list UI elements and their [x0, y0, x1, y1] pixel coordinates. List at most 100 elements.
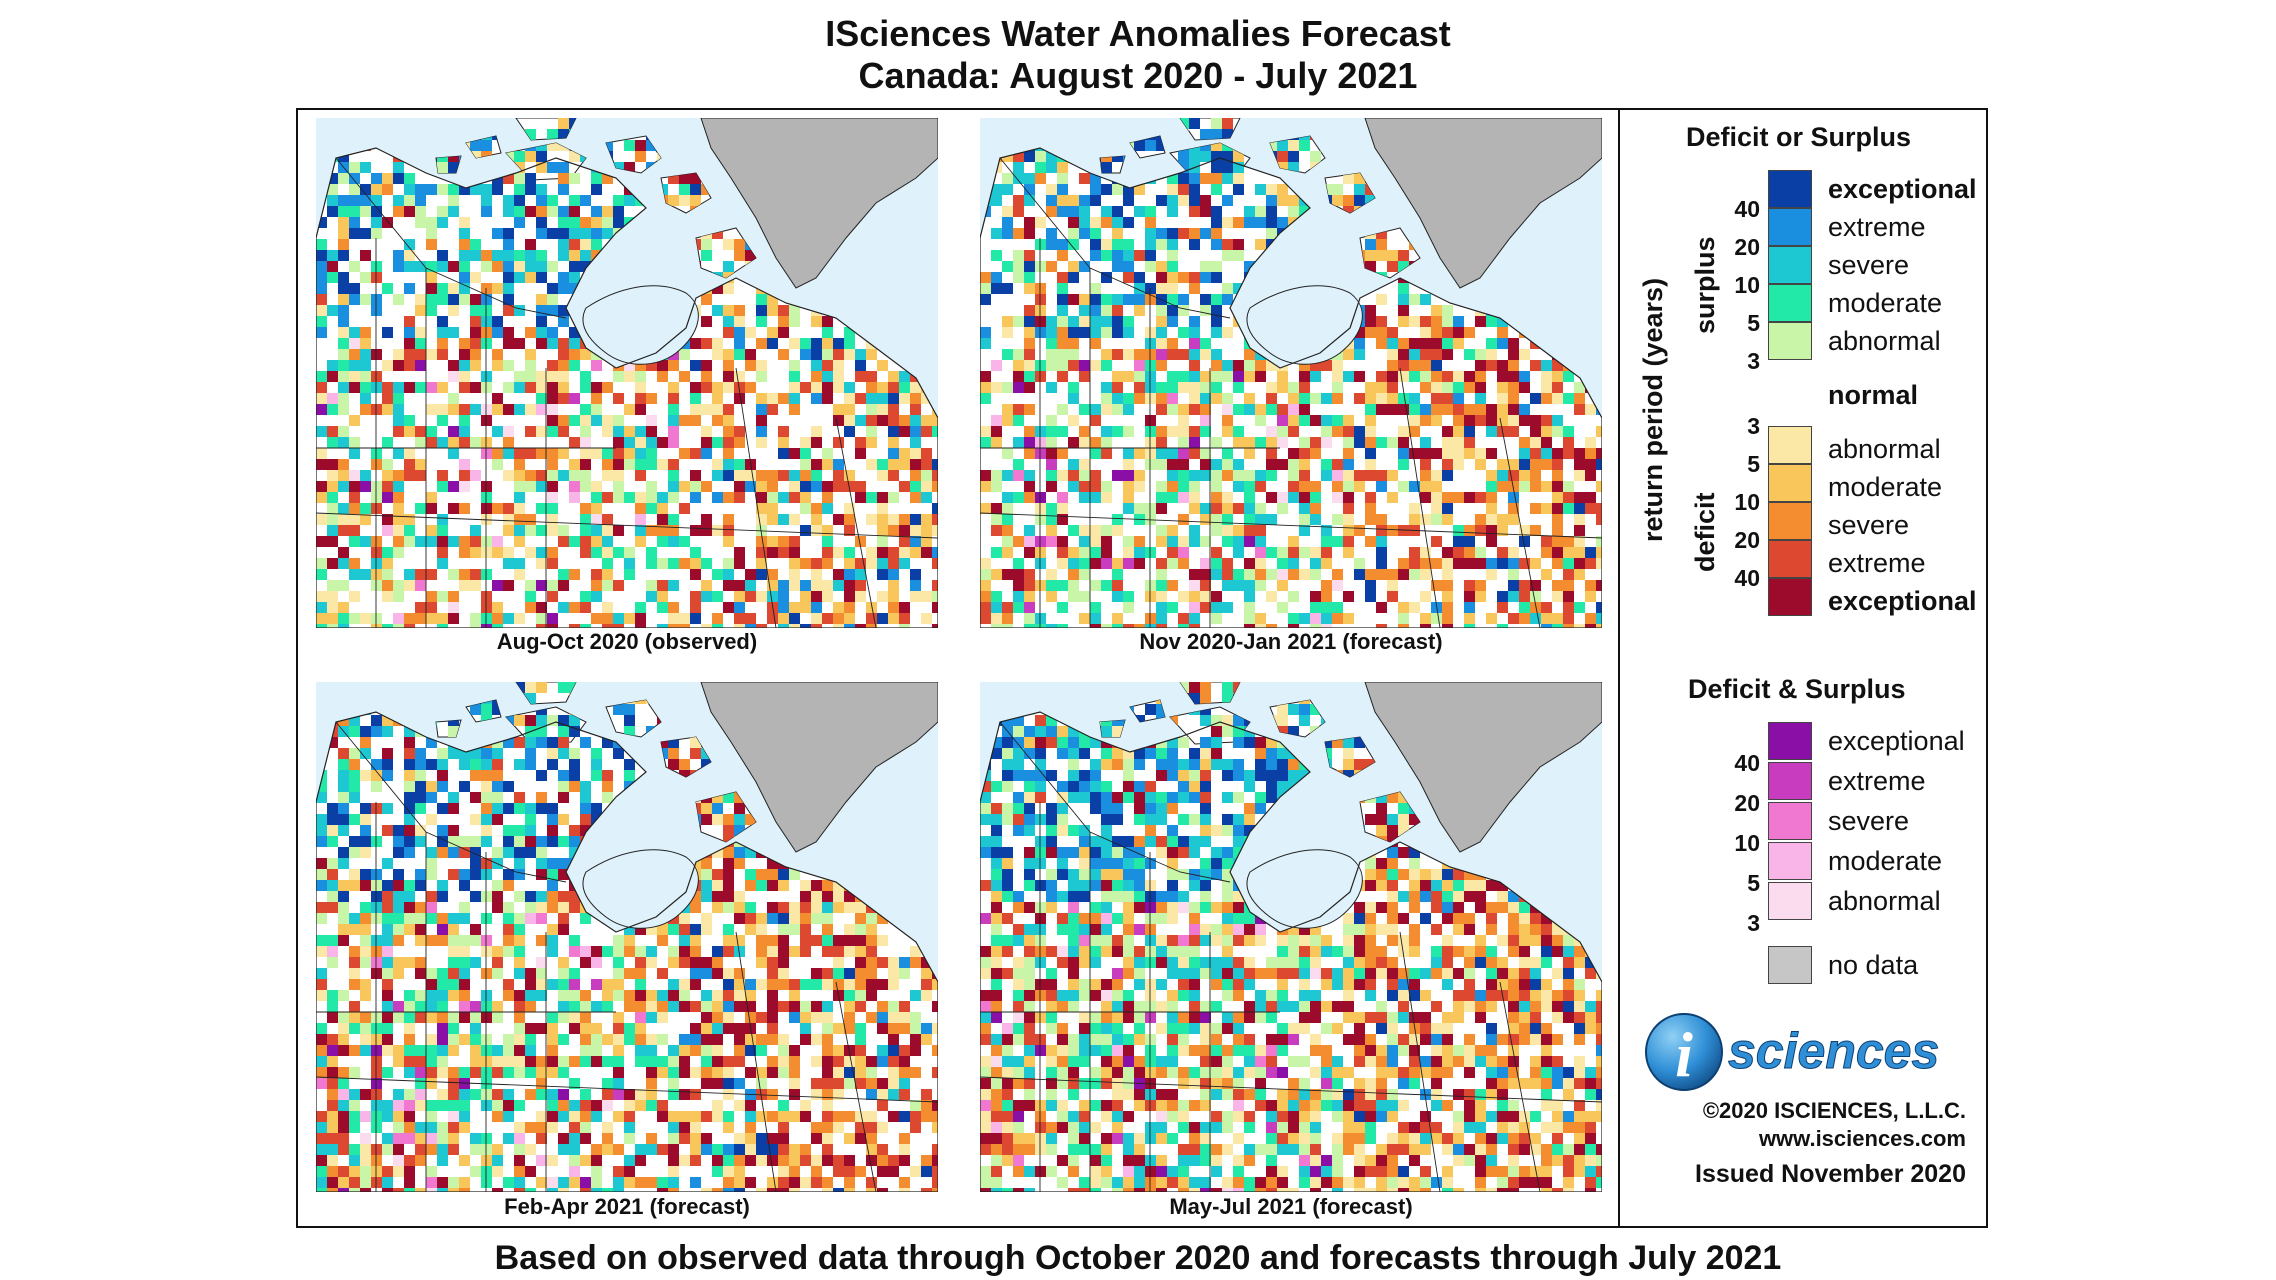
anomaly-cell — [1277, 217, 1288, 228]
anomaly-cell — [404, 770, 415, 781]
anomaly-cell — [360, 294, 371, 305]
anomaly-cell — [734, 913, 745, 924]
anomaly-cell — [316, 569, 327, 580]
anomaly-cell — [1530, 481, 1541, 492]
anomaly-cell — [316, 624, 327, 628]
anomaly-cell — [591, 1100, 602, 1111]
anomaly-cell — [1035, 613, 1046, 624]
anomaly-cell — [1057, 492, 1068, 503]
anomaly-cell — [1013, 162, 1024, 173]
anomaly-cell — [1486, 492, 1497, 503]
anomaly-cell — [1178, 613, 1189, 624]
anomaly-cell — [569, 239, 580, 250]
anomaly-cell — [668, 382, 679, 393]
anomaly-cell — [877, 503, 888, 514]
anomaly-cell — [1398, 294, 1409, 305]
anomaly-cell — [448, 294, 459, 305]
anomaly-cell — [1101, 217, 1112, 228]
anomaly-cell — [1277, 602, 1288, 613]
anomaly-cell — [1299, 569, 1310, 580]
anomaly-cell — [360, 913, 371, 924]
anomaly-cell — [1585, 470, 1596, 481]
anomaly-cell — [800, 935, 811, 946]
anomaly-cell — [1057, 503, 1068, 514]
anomaly-cell — [569, 847, 580, 858]
anomaly-cell — [1563, 503, 1574, 514]
anomaly-cell — [833, 437, 844, 448]
anomaly-cell — [1200, 272, 1211, 283]
anomaly-cell — [646, 492, 657, 503]
anomaly-cell — [558, 569, 569, 580]
anomaly-cell — [481, 1067, 492, 1078]
anomaly-cell — [569, 770, 580, 781]
anomaly-cell — [1574, 558, 1585, 569]
anomaly-cell — [1541, 602, 1552, 613]
anomaly-cell — [1046, 514, 1057, 525]
anomaly-cell — [404, 459, 415, 470]
anomaly-cell — [1211, 459, 1222, 470]
anomaly-cell — [360, 393, 371, 404]
anomaly-cell — [1002, 514, 1013, 525]
anomaly-cell — [1321, 558, 1332, 569]
anomaly-cell — [470, 536, 481, 547]
anomaly-cell — [833, 382, 844, 393]
anomaly-cell — [459, 847, 470, 858]
anomaly-cell — [822, 979, 833, 990]
anomaly-cell — [514, 382, 525, 393]
anomaly-cell — [1354, 184, 1365, 195]
anomaly-cell — [371, 968, 382, 979]
anomaly-cell — [591, 1056, 602, 1067]
anomaly-cell — [1596, 547, 1602, 558]
anomaly-cell — [657, 514, 668, 525]
anomaly-cell — [734, 558, 745, 569]
anomaly-cell — [991, 503, 1002, 514]
anomaly-cell — [646, 990, 657, 1001]
anomaly-cell — [635, 525, 646, 536]
anomaly-cell — [701, 1067, 712, 1078]
anomaly-cell — [1167, 371, 1178, 382]
anomaly-cell — [1497, 415, 1508, 426]
anomaly-cell — [1189, 349, 1200, 360]
anomaly-cell — [1365, 305, 1376, 316]
anomaly-cell — [1563, 426, 1574, 437]
anomaly-cell — [899, 382, 910, 393]
anomaly-cell — [415, 613, 426, 624]
anomaly-cell — [426, 1056, 437, 1067]
anomaly-cell — [481, 404, 492, 415]
anomaly-cell — [1134, 305, 1145, 316]
anomaly-cell — [910, 957, 921, 968]
anomaly-cell — [635, 448, 646, 459]
anomaly-cell — [1541, 382, 1552, 393]
anomaly-cell — [349, 880, 360, 891]
anomaly-cell — [514, 924, 525, 935]
anomaly-cell — [426, 437, 437, 448]
anomaly-cell — [415, 349, 426, 360]
anomaly-cell — [338, 327, 349, 338]
anomaly-cell — [668, 602, 679, 613]
anomaly-cell — [635, 1089, 646, 1100]
anomaly-cell — [1222, 118, 1233, 129]
anomaly-cell — [1552, 382, 1563, 393]
anomaly-cell — [569, 1078, 580, 1089]
anomaly-cell — [1222, 580, 1233, 591]
anomaly-cell — [1211, 591, 1222, 602]
anomaly-cell — [1277, 558, 1288, 569]
anomaly-cell — [888, 1012, 899, 1023]
anomaly-cell — [800, 1001, 811, 1012]
anomaly-cell — [503, 1089, 514, 1100]
anomaly-cell — [1508, 492, 1519, 503]
anomaly-cell — [1310, 492, 1321, 503]
anomaly-cell — [624, 759, 635, 770]
anomaly-cell — [921, 415, 932, 426]
anomaly-cell — [382, 770, 393, 781]
anomaly-cell — [932, 979, 938, 990]
anomaly-cell — [492, 261, 503, 272]
anomaly-cell — [734, 426, 745, 437]
anomaly-cell — [635, 140, 646, 151]
anomaly-cell — [415, 338, 426, 349]
anomaly-cell — [1585, 580, 1596, 591]
anomaly-cell — [668, 514, 679, 525]
anomaly-cell — [866, 968, 877, 979]
anomaly-cell — [1354, 470, 1365, 481]
anomaly-cell — [371, 195, 382, 206]
